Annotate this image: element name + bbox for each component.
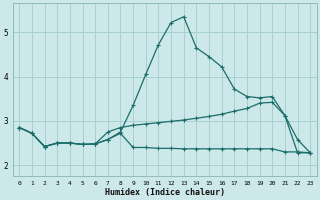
X-axis label: Humidex (Indice chaleur): Humidex (Indice chaleur): [105, 188, 225, 197]
